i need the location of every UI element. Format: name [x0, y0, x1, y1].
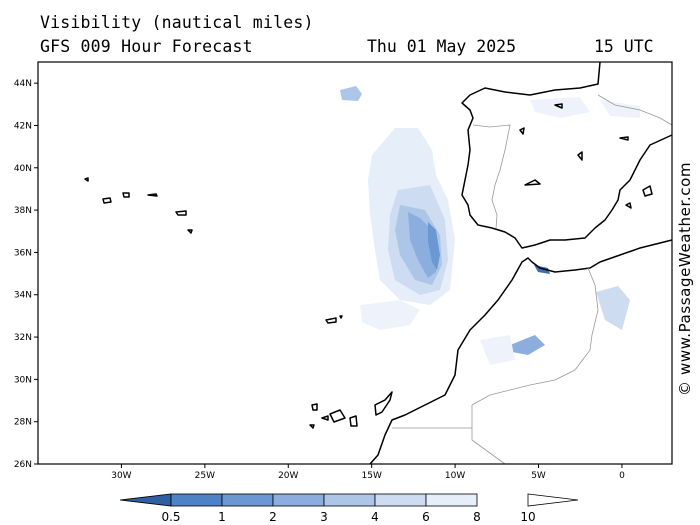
chart-title: Visibility (nautical miles)	[40, 13, 314, 32]
colorbar-label: 8	[473, 510, 481, 524]
colorbar-segment	[374, 493, 427, 507]
colorbar-segment	[323, 493, 376, 507]
colorbar-label: 1	[218, 510, 226, 524]
country-borders	[392, 94, 673, 465]
lat-tick-label: 34N	[14, 291, 32, 301]
inland-water-5	[554, 103, 563, 109]
lat-tick-label: 26N	[14, 460, 32, 470]
colorbar-label: 3	[320, 510, 328, 524]
coastlines	[84, 61, 673, 465]
colorbar: 0.5 1 2 3 4 6 8 10	[119, 493, 579, 524]
lat-tick-label: 42N	[14, 121, 32, 131]
lat-tick-label: 38N	[14, 206, 32, 216]
coastline-azores-4	[147, 193, 158, 197]
colorbar-segment	[170, 493, 223, 507]
forecast-date: Thu 01 May 2025	[367, 37, 517, 56]
colorbar-label: 4	[371, 510, 379, 524]
colorbar-high-triangle	[527, 493, 579, 507]
colorbar-segment	[272, 493, 325, 507]
map-frame	[37, 61, 673, 465]
coastline-canary-3	[329, 409, 346, 423]
coastline-azores-1	[84, 177, 89, 182]
colorbar-label: 6	[422, 510, 430, 524]
border-morocco-algeria	[471, 267, 599, 406]
border-mauritania	[471, 428, 506, 465]
coastline-canary-4	[349, 415, 358, 427]
lat-tick-label: 30N	[14, 375, 32, 385]
colorbar-low-triangle	[119, 493, 172, 507]
colorbar-label: 10	[520, 510, 535, 524]
coastline-canary-2	[321, 415, 329, 421]
coastline-azores-6	[187, 229, 193, 234]
coastline-canary-6	[309, 424, 315, 429]
coastline-azores-5	[175, 210, 187, 216]
coastline-porto-santo	[339, 315, 343, 319]
visibility-shading	[340, 86, 640, 365]
lon-tick-label: 15W	[362, 471, 382, 481]
colorbar-label: 2	[269, 510, 277, 524]
coastline-azores-2	[102, 197, 112, 204]
lon-tick-label: 10W	[445, 471, 465, 481]
forecast-subtitle: GFS 009 Hour Forecast	[40, 37, 253, 56]
visibility-area-atlantic-dense	[408, 212, 438, 278]
visibility-area-north	[340, 86, 362, 101]
inland-water-3	[524, 179, 541, 186]
colorbar-segment	[221, 493, 274, 507]
lon-tick-label: 25W	[195, 471, 215, 481]
visibility-area-morocco	[480, 335, 515, 365]
lon-tick-label: 5W	[531, 471, 546, 481]
longitude-axis: 30W 25W 20W 15W 10W 5W 0	[111, 464, 625, 481]
lat-tick-label: 40N	[14, 164, 32, 174]
border-western-sahara	[392, 405, 473, 429]
latitude-axis: 26N 28N 30N 32N 34N 36N 38N 40N 42N 44N	[14, 79, 38, 470]
coastline-iberia	[461, 61, 673, 249]
watermark: © www.PassageWeather.com	[676, 161, 694, 396]
visibility-area-atlantic-densest	[428, 222, 440, 270]
border-spain-france	[597, 94, 673, 126]
colorbar-segment	[425, 493, 478, 507]
coastline-madeira	[325, 317, 337, 324]
inland-water-1	[519, 127, 525, 135]
inland-water-4	[619, 136, 629, 141]
lon-tick-label: 0	[619, 471, 625, 481]
inland-water-2	[577, 151, 583, 161]
lat-tick-label: 36N	[14, 248, 32, 258]
lat-tick-label: 32N	[14, 333, 32, 343]
lat-tick-label: 28N	[14, 418, 32, 428]
coastline-canary-5	[374, 391, 393, 416]
visibility-area-south	[360, 300, 420, 330]
border-spain-portugal	[472, 124, 511, 229]
coastline-north-africa	[369, 239, 673, 465]
lon-tick-label: 20W	[278, 471, 298, 481]
coastline-mallorca	[642, 185, 653, 197]
colorbar-label: 0.5	[161, 510, 180, 524]
coastline-canary-1	[311, 403, 318, 411]
lat-tick-label: 44N	[14, 79, 32, 89]
forecast-time: 15 UTC	[594, 37, 654, 56]
visibility-area-atlas	[510, 335, 545, 355]
coastline-ibiza	[625, 202, 632, 209]
visibility-area-spain-east	[600, 100, 640, 118]
visibility-area-algeria	[596, 286, 630, 330]
coastline-azores-3	[122, 192, 130, 198]
lon-tick-label: 30W	[111, 471, 131, 481]
